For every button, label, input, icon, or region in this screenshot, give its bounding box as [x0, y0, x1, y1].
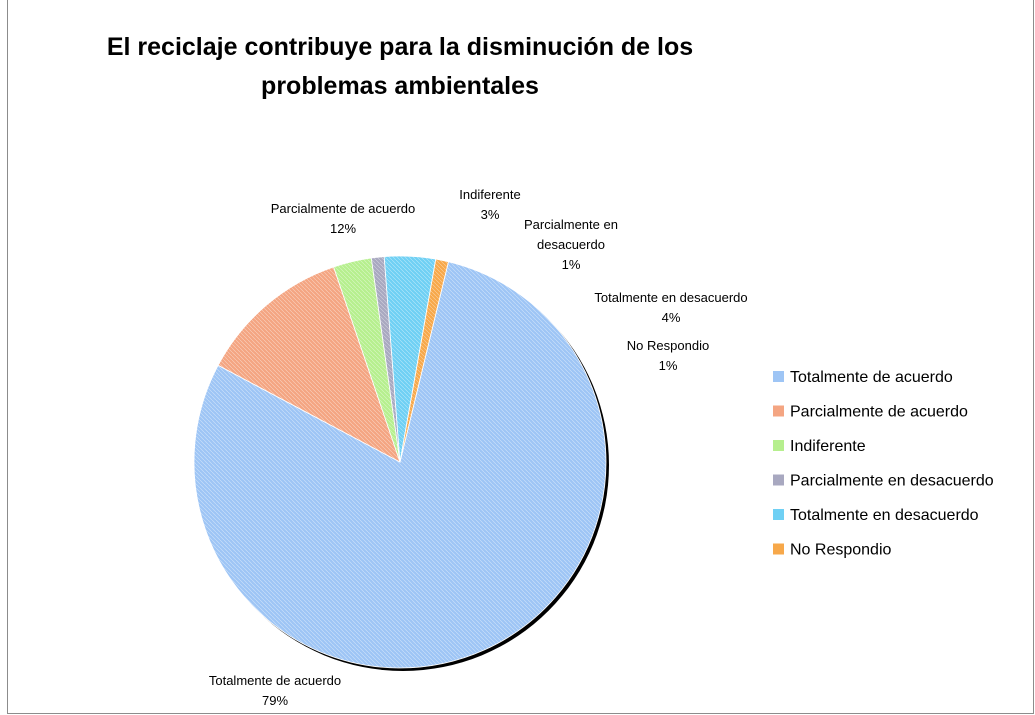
- data-label-parcialmente-en-desacuerdo: Parcialmente en desacuerdo 1%: [524, 217, 618, 272]
- legend-label-indiferente: Indiferente: [790, 438, 866, 455]
- pie-slices: [194, 256, 609, 671]
- data-label-no-respondio: No Respondio 1%: [627, 338, 709, 373]
- legend-swatch-totalmente-en-desacuerdo: [773, 509, 784, 520]
- legend-swatch-parcialmente-en-desacuerdo: [773, 475, 784, 486]
- legend-label-no-respondio: No Respondio: [790, 542, 892, 559]
- data-label-parcialmente-de-acuerdo: Parcialmente de acuerdo 12%: [271, 201, 416, 236]
- legend-swatch-parcialmente-de-acuerdo: [773, 406, 784, 417]
- legend-label-totalmente-de-acuerdo: Totalmente de acuerdo: [790, 369, 953, 386]
- legend-label-totalmente-en-desacuerdo: Totalmente en desacuerdo: [790, 507, 979, 524]
- data-label-totalmente-en-desacuerdo: Totalmente en desacuerdo 4%: [594, 290, 747, 325]
- legend: Totalmente de acuerdo Parcialmente de acu…: [773, 369, 994, 559]
- data-label-indiferente: Indiferente 3%: [459, 187, 520, 222]
- legend-label-parcialmente-de-acuerdo: Parcialmente de acuerdo: [790, 404, 968, 421]
- legend-swatch-totalmente-de-acuerdo: [773, 371, 784, 382]
- legend-swatch-indiferente: [773, 440, 784, 451]
- legend-label-parcialmente-en-desacuerdo: Parcialmente en desacuerdo: [790, 473, 994, 490]
- legend-swatch-no-respondio: [773, 544, 784, 555]
- data-label-totalmente-de-acuerdo: Totalmente de acuerdo 79%: [209, 673, 341, 708]
